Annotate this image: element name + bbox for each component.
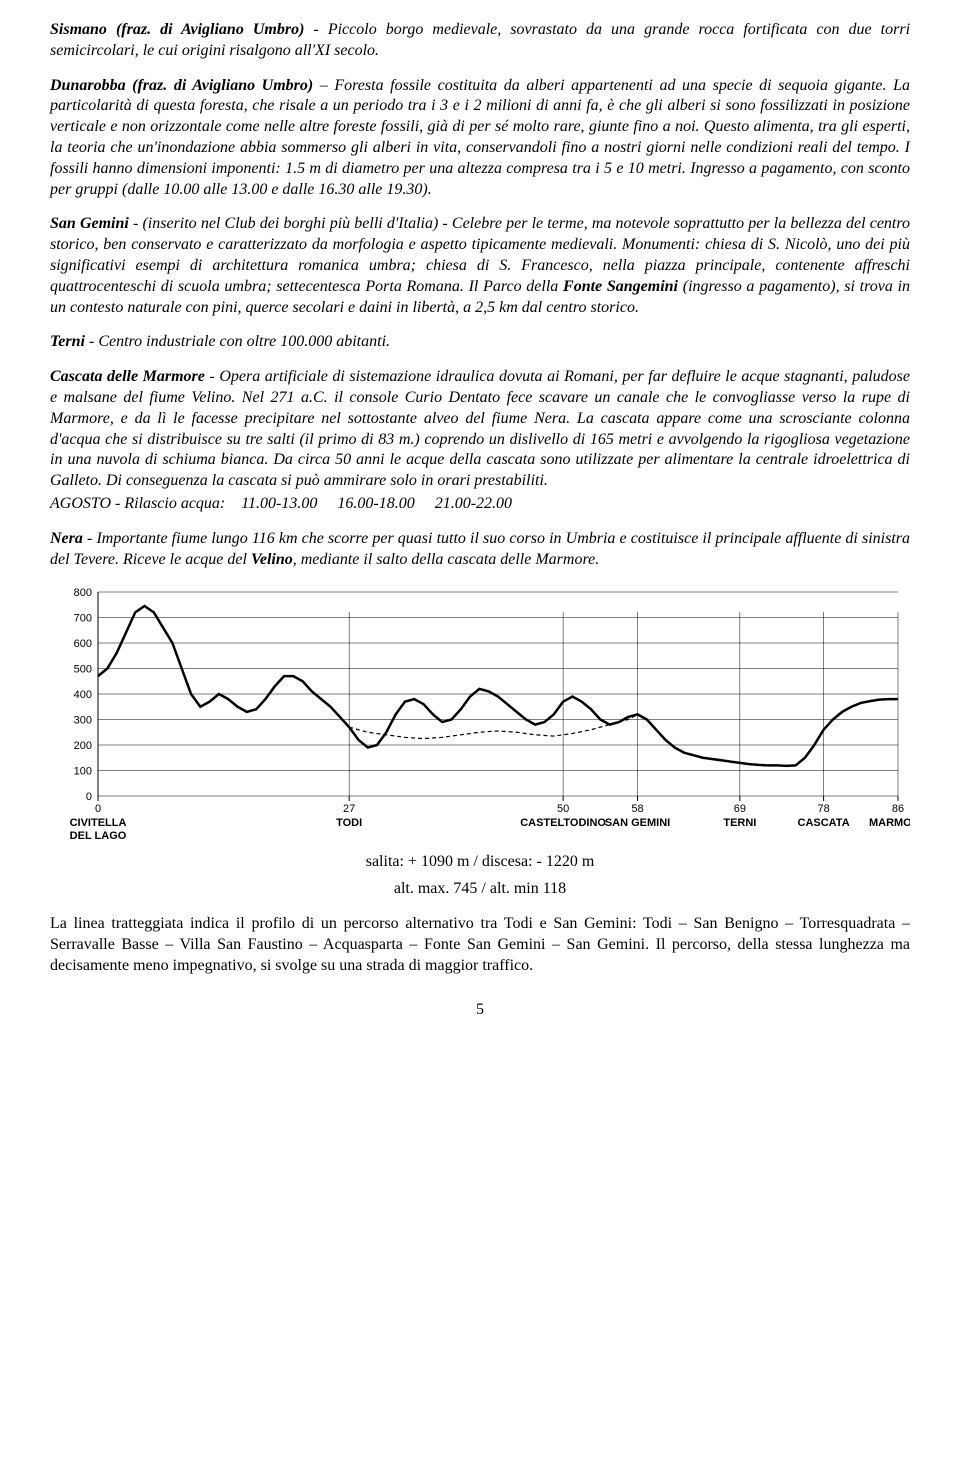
svg-text:300: 300 <box>74 715 92 727</box>
para-cascata: Cascata delle Marmore - Opera artificial… <box>50 367 910 492</box>
terni-rest: - Centro industriale con oltre 100.000 a… <box>85 333 390 350</box>
svg-text:78: 78 <box>817 803 829 815</box>
svg-text:200: 200 <box>74 740 92 752</box>
svg-text:700: 700 <box>74 613 92 625</box>
elevation-svg: 0 100 200 300 400 500 600 700 800 0 CIVITELLADEL L… <box>50 584 910 844</box>
nera-insert: Velino <box>251 551 293 568</box>
chart-caption-2: alt. max. 745 / alt. min 118 <box>50 879 910 900</box>
sangemini-lead: San Gemini <box>50 215 129 232</box>
svg-text:400: 400 <box>74 689 92 701</box>
svg-text:SAN GEMINI: SAN GEMINI <box>605 817 670 829</box>
chart-caption-1: salita: + 1090 m / discesa: - 1220 m <box>50 852 910 873</box>
svg-text:86: 86 <box>892 803 904 815</box>
svg-text:500: 500 <box>74 664 92 676</box>
elevation-chart: 0 100 200 300 400 500 600 700 800 0 CIVITELLADEL L… <box>50 584 910 844</box>
dunarobba-rest: – Foresta fossile costituita da alberi a… <box>50 77 910 198</box>
cascata-rest: - Opera artificiale di sistemazione idra… <box>50 368 910 489</box>
dunarobba-lead: Dunarobba (fraz. di Avigliano Umbro) <box>50 77 313 94</box>
svg-text:CIVITELLA: CIVITELLA <box>70 817 127 829</box>
svg-text:DEL LAGO: DEL LAGO <box>70 830 127 842</box>
svg-text:TODI: TODI <box>336 817 362 829</box>
nera-rest: , mediante il salto della cascata delle … <box>293 551 599 568</box>
closing-para: La linea tratteggiata indica il profilo … <box>50 914 910 976</box>
svg-text:600: 600 <box>74 638 92 650</box>
sangemini-insert: Fonte Sangemini <box>563 278 678 295</box>
para-sangemini: San Gemini - (inserito nel Club dei borg… <box>50 214 910 318</box>
cascata-lead: Cascata delle Marmore <box>50 368 205 385</box>
svg-text:MARMORE: MARMORE <box>869 817 910 829</box>
para-nera: Nera - Importante fiume lungo 116 km che… <box>50 529 910 571</box>
svg-text:50: 50 <box>557 803 569 815</box>
para-terni: Terni - Centro industriale con oltre 100… <box>50 332 910 353</box>
para-sismano: Sismano (fraz. di Avigliano Umbro) - Pic… <box>50 20 910 62</box>
terni-lead: Terni <box>50 333 85 350</box>
svg-text:CASTELTODINO: CASTELTODINO <box>520 817 606 829</box>
svg-text:0: 0 <box>95 803 101 815</box>
cascata-schedule: AGOSTO - Rilascio acqua: 11.00-13.00 16.… <box>50 494 910 515</box>
page-number: 5 <box>50 1000 910 1021</box>
svg-text:100: 100 <box>74 766 92 778</box>
svg-text:0: 0 <box>86 791 92 803</box>
svg-text:69: 69 <box>734 803 746 815</box>
svg-text:CASCATA: CASCATA <box>798 817 850 829</box>
para-dunarobba: Dunarobba (fraz. di Avigliano Umbro) – F… <box>50 76 910 201</box>
svg-text:58: 58 <box>631 803 643 815</box>
sismano-lead: Sismano (fraz. di Avigliano Umbro) <box>50 21 304 38</box>
svg-text:27: 27 <box>343 803 355 815</box>
svg-text:TERNI: TERNI <box>723 817 756 829</box>
svg-text:800: 800 <box>74 587 92 599</box>
nera-lead: Nera <box>50 530 83 547</box>
